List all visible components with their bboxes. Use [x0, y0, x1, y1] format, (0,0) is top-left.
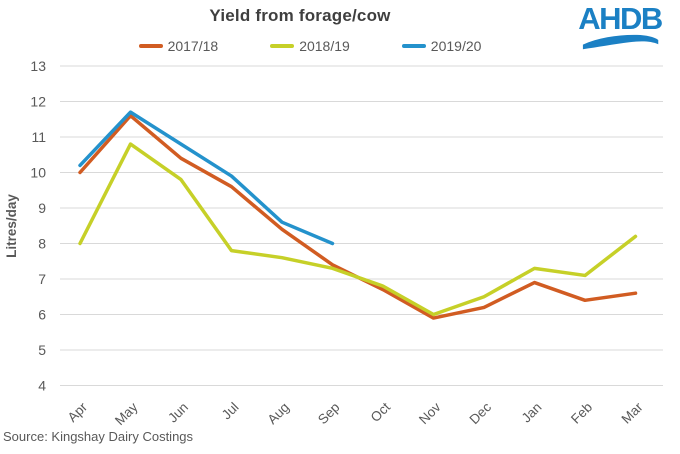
series-line-2018-19 — [78, 142, 638, 317]
x-tick-label-jan: Jan — [519, 400, 545, 426]
legend-item-2017-18: 2017/18 — [138, 38, 219, 54]
legend-label-2017-18: 2017/18 — [167, 38, 219, 54]
legend-label-2018-19: 2018/19 — [299, 38, 350, 54]
y-tick-label-8: 8 — [38, 236, 46, 252]
series-line-2019-20 — [78, 110, 335, 246]
y-axis-title: Litres/day — [4, 194, 19, 258]
x-tick-label-apr: Apr — [65, 399, 91, 425]
chart-legend: 2017/18 2018/19 2019/20 — [0, 38, 620, 54]
legend-line-swatch-2018-19 — [270, 44, 295, 48]
x-tick-label-jun: Jun — [165, 400, 191, 426]
y-tick-label-5: 5 — [38, 342, 46, 358]
x-tick-label-dec: Dec — [467, 399, 495, 427]
y-tick-label-9: 9 — [38, 200, 46, 216]
y-tick-label-13: 13 — [30, 58, 46, 74]
x-tick-label-nov: Nov — [416, 399, 444, 427]
y-tick-label-6: 6 — [38, 307, 46, 323]
ahdb-wave-icon — [582, 34, 659, 50]
legend-item-2019-20: 2019/20 — [401, 38, 482, 54]
x-tick-label-sep: Sep — [315, 400, 343, 428]
source-note: Source: Kingshay Dairy Costings — [3, 429, 194, 444]
y-tick-label-7: 7 — [38, 271, 46, 287]
x-tick-label-oct: Oct — [368, 399, 394, 425]
y-tick-label-10: 10 — [30, 165, 46, 181]
x-tick-label-aug: Aug — [265, 400, 293, 428]
x-tick-label-mar: Mar — [619, 399, 646, 426]
x-tick-label-jul: Jul — [219, 400, 242, 423]
legend-line-swatch-2017-18 — [138, 44, 163, 48]
legend-label-2019-20: 2019/20 — [430, 38, 482, 54]
y-tick-label-11: 11 — [31, 129, 46, 145]
chart-title: Yield from forage/cow — [209, 6, 391, 25]
series-line-2017-18 — [78, 113, 638, 320]
y-tick-label-4: 4 — [38, 378, 46, 394]
x-tick-label-may: May — [112, 399, 141, 428]
ahdb-logo: AHDB — [570, 3, 670, 50]
x-tick-label-feb: Feb — [568, 400, 595, 427]
legend-item-2018-19: 2018/19 — [270, 38, 350, 54]
y-tick-label-12: 12 — [30, 94, 46, 110]
ahdb-logo-text: AHDB — [578, 1, 663, 36]
legend-line-swatch-2019-20 — [401, 44, 426, 48]
